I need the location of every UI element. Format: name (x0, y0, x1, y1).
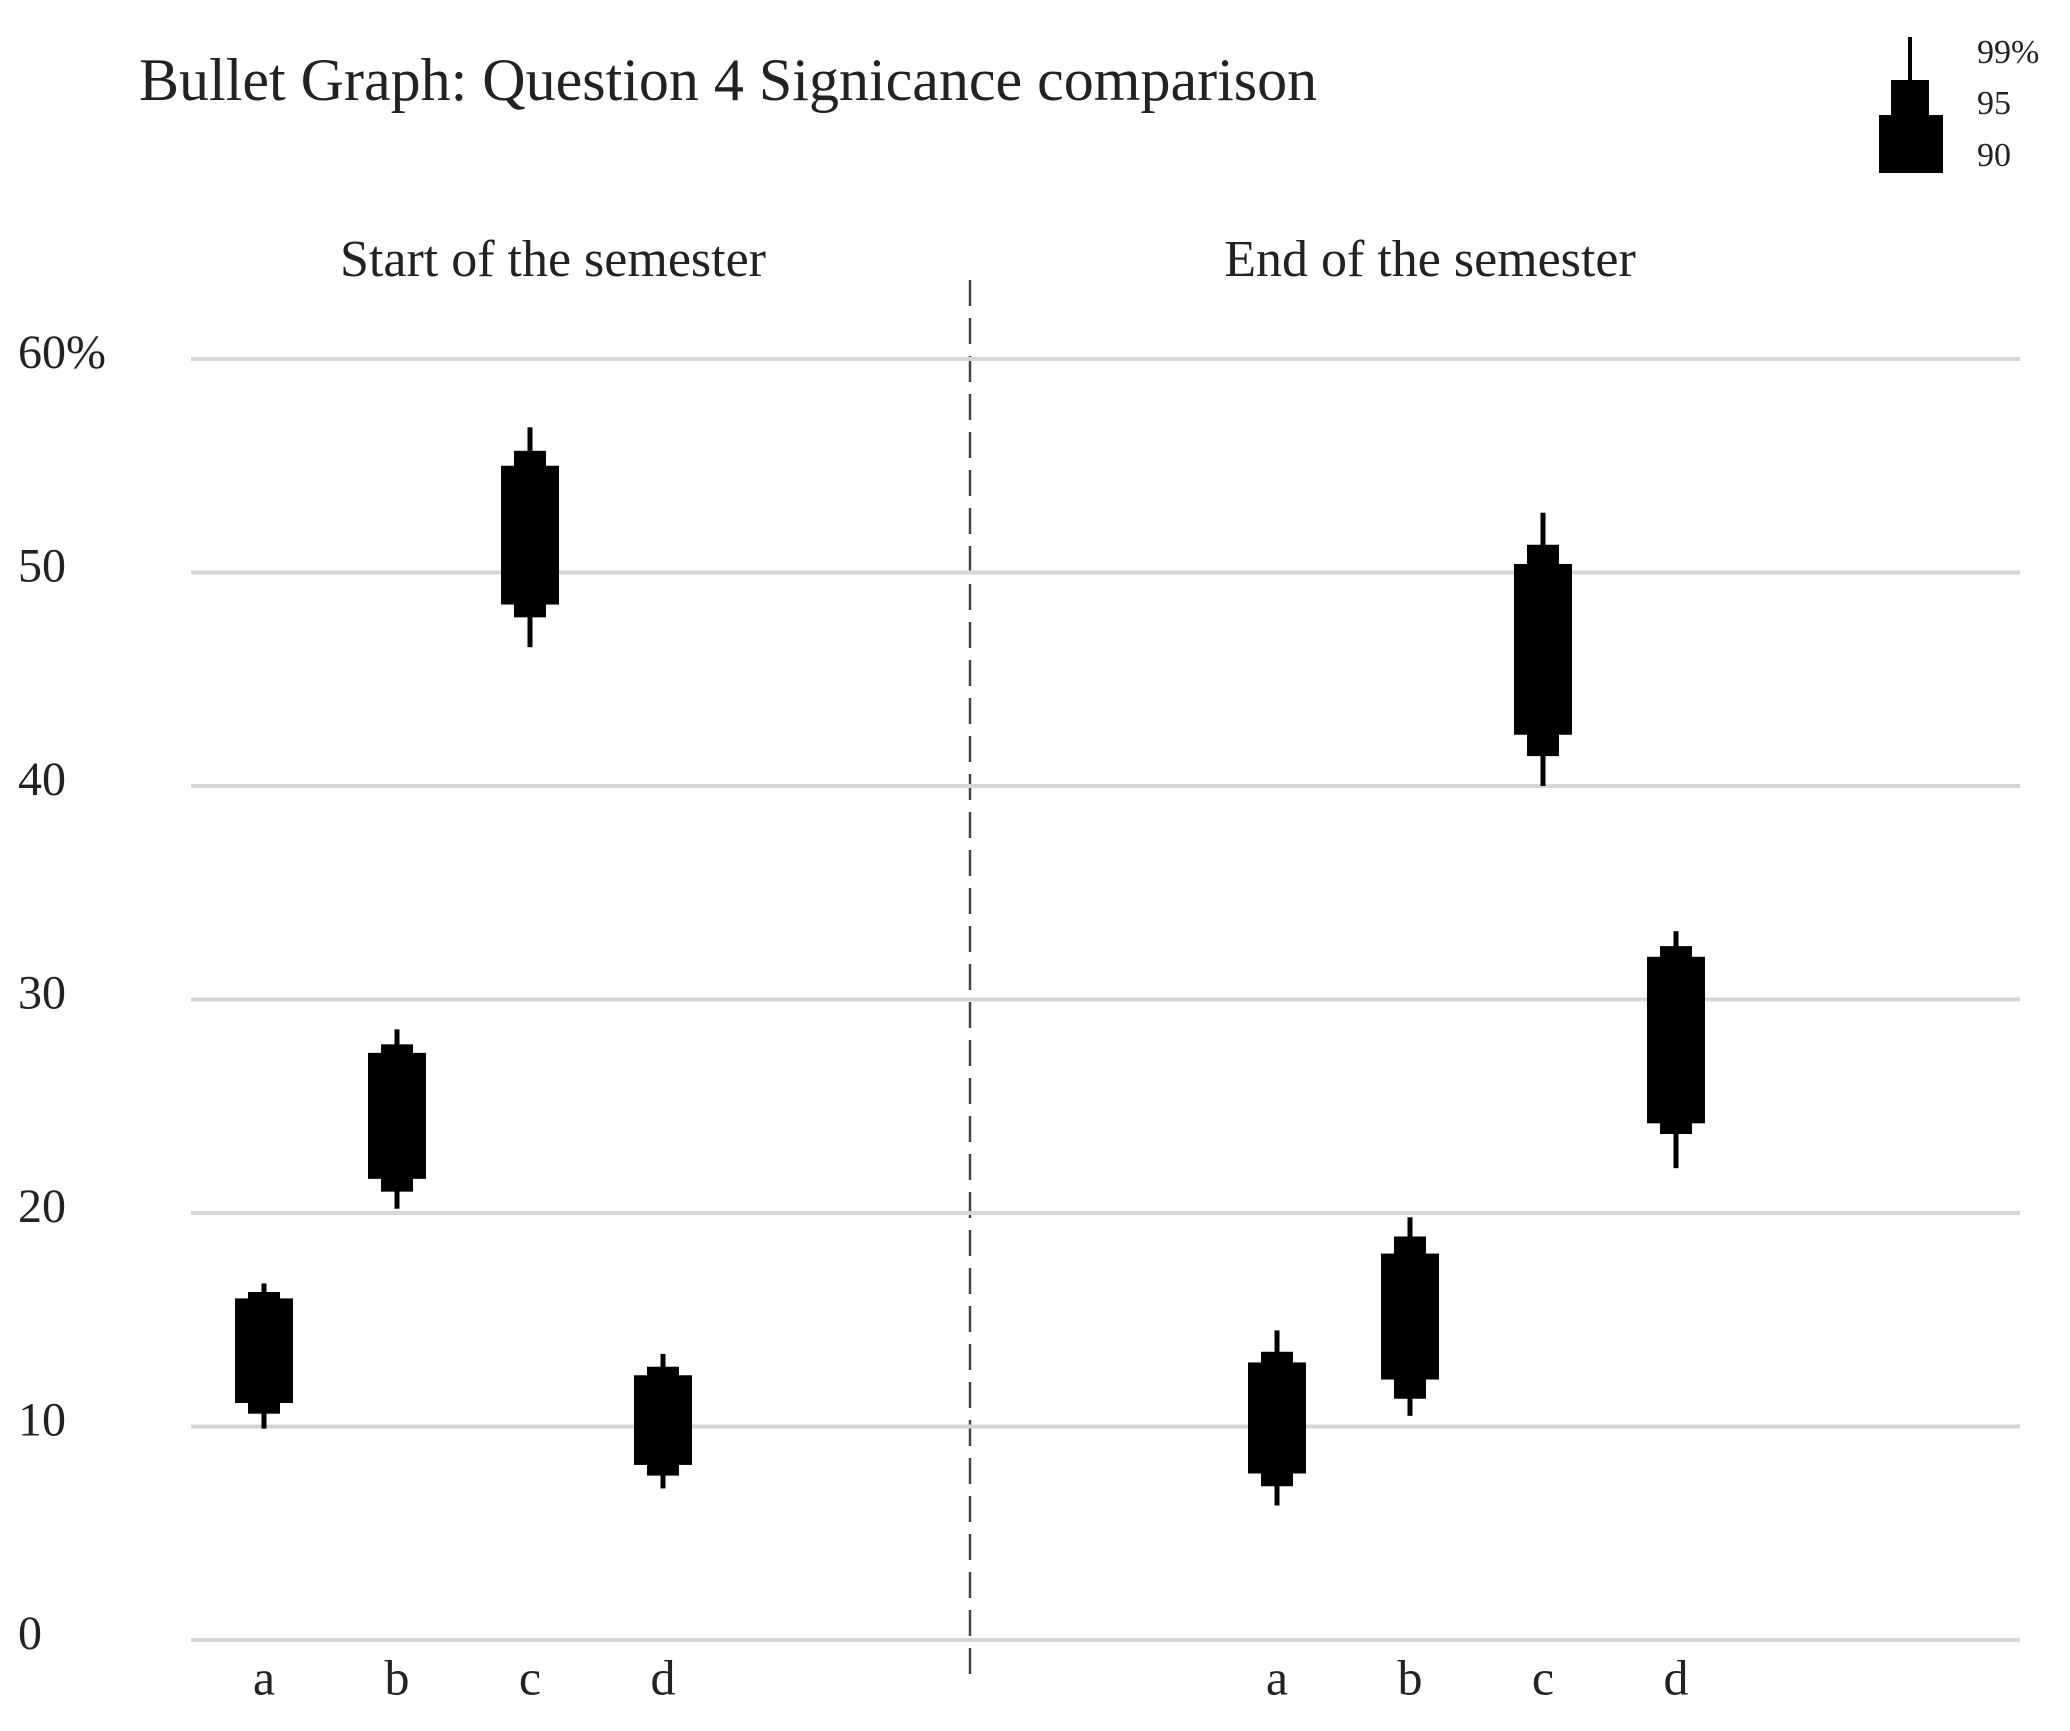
interval-2 (1248, 1362, 1306, 1474)
legend-icon-99 (1908, 37, 1912, 82)
x-tick-label: a (1266, 1649, 1288, 1705)
x-tick-label: a (253, 1649, 275, 1705)
x-tick-label: c (1532, 1649, 1554, 1705)
legend-label: 95 (1977, 85, 2011, 122)
y-tick-label: 60% (18, 326, 106, 379)
legend-icon-90 (1879, 115, 1943, 173)
interval-2 (634, 1375, 692, 1465)
x-tick-label: b (385, 1649, 410, 1705)
interval-2 (368, 1052, 426, 1179)
y-tick-label: 40 (18, 753, 66, 806)
interval-2 (1514, 563, 1572, 735)
interval-2 (235, 1298, 293, 1404)
x-tick-label: b (1398, 1649, 1423, 1705)
interval-2 (1647, 956, 1705, 1124)
y-tick-label: 30 (18, 967, 66, 1020)
y-tick-label: 20 (18, 1180, 66, 1233)
panel-title: Start of the semester (340, 231, 766, 288)
interval-2 (501, 465, 559, 605)
legend-icon-95 (1891, 80, 1929, 118)
x-tick-label: d (651, 1649, 676, 1705)
chart-title: Bullet Graph: Question 4 Signicance comp… (139, 47, 1317, 113)
y-tick-label: 10 (18, 1394, 66, 1447)
x-tick-label: d (1664, 1649, 1689, 1705)
y-tick-label: 0 (18, 1607, 42, 1660)
x-tick-label: c (519, 1649, 541, 1705)
y-tick-label: 50 (18, 540, 66, 593)
legend-label: 99% (1977, 34, 2039, 71)
legend-label: 90 (1977, 137, 2011, 174)
panel-title: End of the semester (1224, 231, 1636, 288)
legend (1879, 37, 1943, 173)
interval-2 (1381, 1253, 1439, 1380)
